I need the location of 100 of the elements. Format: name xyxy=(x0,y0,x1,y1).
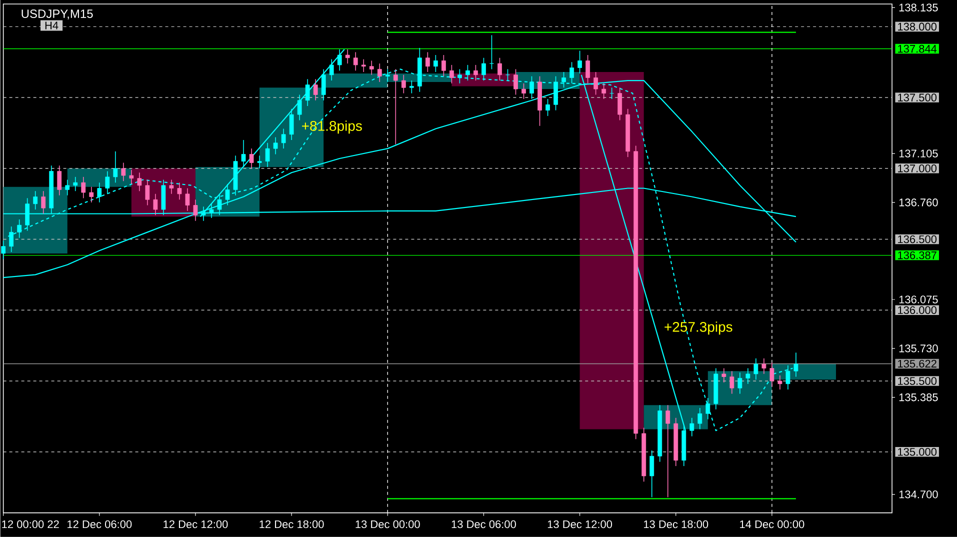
ref-line-label: 135.500 xyxy=(898,377,937,385)
y-tick-label: 137.105 xyxy=(899,150,938,158)
candlestick xyxy=(457,68,462,84)
candlestick xyxy=(746,368,750,384)
candlestick xyxy=(361,58,366,73)
y-tick-label: 134.700 xyxy=(899,490,938,498)
annotation: +81.8pips xyxy=(302,120,362,134)
candlestick xyxy=(522,83,526,100)
candlestick xyxy=(129,170,134,184)
candlestick xyxy=(786,365,790,390)
candlestick xyxy=(1,240,6,260)
candlestick xyxy=(722,368,726,383)
candlestick xyxy=(514,68,518,96)
candlestick xyxy=(353,52,358,72)
ref-line-label: 137.500 xyxy=(898,94,937,102)
candlestick xyxy=(650,450,654,498)
candlestick xyxy=(193,199,198,222)
candlestick xyxy=(618,87,622,121)
candlestick xyxy=(377,63,382,82)
candlestick xyxy=(89,186,94,203)
x-tick-label: 12 Dec 06:00 xyxy=(68,520,132,528)
candlestick xyxy=(321,68,326,101)
candlestick xyxy=(594,72,598,96)
candlestick xyxy=(81,176,86,199)
candlestick xyxy=(225,184,230,206)
candlestick xyxy=(473,64,478,82)
candlestick xyxy=(369,60,374,76)
annotation: H4 xyxy=(45,22,58,30)
candlestick xyxy=(562,72,566,88)
candlestick xyxy=(546,98,550,116)
candlestick xyxy=(145,179,150,206)
candlestick xyxy=(113,151,118,184)
candlestick xyxy=(41,190,46,214)
candlestick xyxy=(498,58,502,82)
candlestick xyxy=(754,358,758,380)
candlestick xyxy=(57,165,62,196)
candlestick xyxy=(65,179,70,196)
candlestick xyxy=(706,398,710,420)
candlestick xyxy=(105,170,110,194)
candlestick xyxy=(401,74,406,94)
candlestick xyxy=(273,136,278,155)
x-tick-label: 14 Dec 00:00 xyxy=(740,520,804,528)
candlestick xyxy=(121,162,126,182)
candlestick xyxy=(393,68,398,145)
annotation: +257.3pips xyxy=(664,322,732,335)
ref-line-label: 137.000 xyxy=(898,164,937,172)
candlestick xyxy=(153,194,158,216)
ref-line-label: 135.000 xyxy=(898,448,937,456)
candlestick xyxy=(578,50,582,74)
candlestick xyxy=(698,408,702,430)
ref-line-label: 136.387 xyxy=(898,251,936,260)
candlestick xyxy=(345,49,350,64)
candlestick xyxy=(249,148,254,169)
ref-line-label: 137.844 xyxy=(898,44,937,53)
candlestick xyxy=(241,140,246,168)
y-tick-label: 136.760 xyxy=(899,198,938,206)
candlestick xyxy=(257,155,262,169)
candlestick xyxy=(449,64,454,84)
candlestick xyxy=(730,370,734,394)
candlestick xyxy=(169,179,174,194)
candlestick xyxy=(73,176,78,192)
chart-title: USDJPY,M15 xyxy=(22,10,93,20)
candlestick xyxy=(313,78,318,101)
candlestick xyxy=(289,108,294,141)
candlestick xyxy=(177,182,182,200)
candlestick xyxy=(297,94,302,121)
candlestick xyxy=(490,34,494,70)
candlestick xyxy=(17,219,22,238)
ref-line-label: 138.000 xyxy=(898,22,937,31)
x-tick-label: 13 Dec 12:00 xyxy=(548,520,612,528)
candlestick xyxy=(409,80,414,94)
x-tick-label: 12 Dec 18:00 xyxy=(260,520,324,528)
candlestick xyxy=(281,128,286,150)
ref-line-label: 136.000 xyxy=(898,306,937,314)
y-tick-label: 135.385 xyxy=(899,394,938,402)
candlestick xyxy=(762,358,766,374)
candlestick xyxy=(602,83,606,100)
candlestick xyxy=(329,58,334,82)
candlestick xyxy=(586,54,590,84)
candlestick xyxy=(185,188,190,212)
candlestick xyxy=(770,362,774,388)
ref-line-label: 136.500 xyxy=(898,235,937,244)
y-tick-label: 136.075 xyxy=(899,296,938,304)
candlestick xyxy=(778,375,782,390)
x-tick-label: 13 Dec 06:00 xyxy=(452,520,516,528)
candlestick xyxy=(33,190,38,210)
y-tick-label: 135.730 xyxy=(899,344,938,352)
candlestick xyxy=(738,372,742,394)
x-tick-label: 13 Dec 00:00 xyxy=(356,520,420,528)
candlestick xyxy=(666,404,670,498)
x-tick-label: 12 Dec 12:00 xyxy=(164,520,228,528)
x-tick-label: 12 00:00 22 xyxy=(2,520,59,528)
x-tick-label: 13 Dec 18:00 xyxy=(644,520,708,528)
candlestick xyxy=(433,54,438,73)
candlestick xyxy=(425,52,430,73)
candlestick xyxy=(441,54,446,77)
candlestick xyxy=(137,172,142,192)
candlestick xyxy=(265,142,270,168)
candlestick xyxy=(305,78,310,107)
candlestick xyxy=(97,182,102,203)
